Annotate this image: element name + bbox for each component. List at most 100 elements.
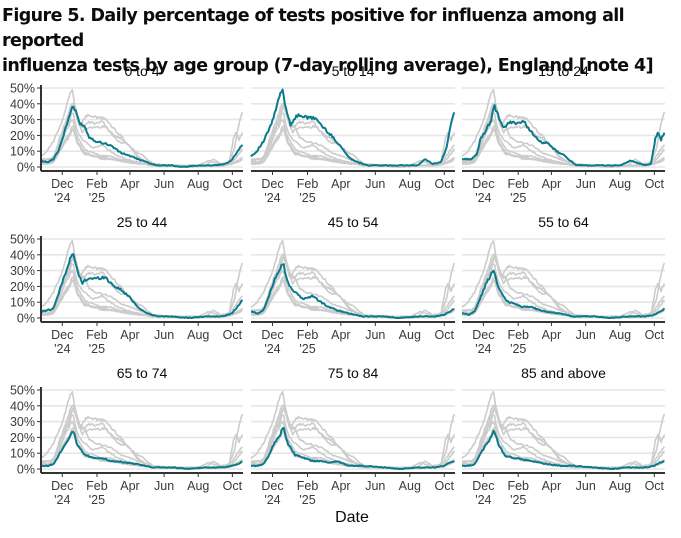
x-tick-label: Feb	[86, 328, 108, 342]
x-tick-label: Apr	[331, 177, 350, 191]
chart-title: Figure 5. Daily percentage of tests posi…	[2, 4, 678, 79]
panel-title: 85 and above	[521, 365, 606, 381]
x-tick-label: Jun	[365, 328, 385, 342]
series-line-0-to-4	[40, 105, 244, 168]
x-tick-label: Feb	[297, 479, 319, 493]
x-tick-sublabel: '24	[264, 191, 280, 205]
x-tick-label: Dec	[261, 328, 283, 342]
y-tick-label: 10%	[10, 145, 35, 159]
x-tick-sublabel: '24	[475, 342, 491, 356]
x-tick-label: Jun	[154, 328, 174, 342]
x-tick-sublabel: '25	[510, 342, 526, 356]
x-tick-sublabel: '24	[54, 191, 70, 205]
x-tick-label: Feb	[86, 177, 108, 191]
panel-5-to-14: 5 to 14 Dec'24 Feb'25 Apr Jun Aug Oct	[250, 63, 456, 205]
x-tick-label: Aug	[187, 177, 209, 191]
x-tick-label: Aug	[609, 479, 631, 493]
chart-title-line-2: influenza tests by age group (7-day roll…	[2, 56, 654, 76]
x-tick-label: Oct	[435, 328, 455, 342]
panel-65-to-74: 65 to 74 0% 10% 20% 30% 40%50% Dec'24 Feb'25 Apr…	[10, 365, 244, 507]
x-tick-label: Oct	[223, 479, 243, 493]
x-tick-label: Feb	[297, 177, 319, 191]
x-tick-sublabel: '24	[54, 493, 70, 507]
y-tick-label: 40%	[10, 97, 35, 111]
panel-title: 5 to 14	[332, 63, 375, 79]
panel-title: 0 to 4	[124, 63, 159, 79]
panel-25-to-44: 25 to 44 0% 10% 20% 30% 40%50% Dec'24 Feb'25 Apr…	[10, 214, 244, 356]
series-line-85-and-above	[462, 429, 665, 470]
panel-title: 75 to 84	[328, 365, 379, 381]
x-tick-sublabel: '25	[510, 191, 526, 205]
panel-title: 25 to 44	[117, 214, 168, 230]
x-tick-label: Feb	[86, 479, 108, 493]
x-tick-label: Apr	[120, 328, 139, 342]
x-tick-label: Feb	[507, 479, 529, 493]
y-tick-label: 20%	[10, 431, 35, 445]
x-tick-label: Jun	[576, 177, 596, 191]
x-tick-label: Oct	[645, 328, 665, 342]
panel-title: 65 to 74	[117, 365, 168, 381]
x-tick-label: Apr	[542, 479, 561, 493]
series-line-75-to-84	[250, 426, 455, 470]
y-tick-label: 50%	[10, 384, 35, 398]
x-tick-label: Jun	[576, 328, 596, 342]
series-line-15-to-24	[461, 104, 666, 167]
series-line-85-and-above-background	[462, 128, 665, 168]
x-tick-sublabel: '24	[264, 493, 280, 507]
series-line-5-to-14	[250, 88, 456, 167]
x-tick-label: Aug	[399, 328, 421, 342]
x-tick-label: Aug	[187, 479, 209, 493]
panel-75-to-84: 75 to 84 Dec'24 Feb'25 Apr Jun Aug Oct	[250, 365, 456, 507]
y-tick-label: 10%	[10, 296, 35, 310]
x-tick-label: Aug	[399, 177, 421, 191]
x-tick-label: Apr	[542, 177, 561, 191]
chart-title-line-1: Figure 5. Daily percentage of tests posi…	[2, 6, 625, 51]
y-tick-label: 0%	[17, 463, 35, 477]
series-line-25-to-44	[40, 253, 244, 319]
x-tick-sublabel: '25	[510, 493, 526, 507]
x-tick-label: Aug	[399, 479, 421, 493]
x-tick-label: Oct	[223, 328, 243, 342]
x-tick-label: Aug	[609, 177, 631, 191]
x-tick-sublabel: '25	[89, 493, 105, 507]
y-tick-label: 40%	[10, 399, 35, 413]
y-tick-label: 30%	[10, 113, 35, 127]
panel-title: 55 to 64	[538, 214, 589, 230]
panel-title: 45 to 54	[328, 214, 379, 230]
x-tick-sublabel: '25	[299, 342, 315, 356]
x-tick-label: Jun	[576, 479, 596, 493]
series-line-85-and-above-background	[251, 128, 455, 168]
x-tick-sublabel: '25	[299, 493, 315, 507]
y-tick-label: 0%	[17, 312, 35, 326]
x-tick-sublabel: '24	[475, 191, 491, 205]
panel-45-to-54: 45 to 54 Dec'24 Feb'25 Apr Jun Aug Oct	[250, 214, 456, 356]
x-tick-label: Oct	[645, 479, 665, 493]
y-tick-label: 40%	[10, 248, 35, 262]
y-tick-label: 50%	[10, 82, 35, 96]
x-tick-label: Feb	[507, 177, 529, 191]
x-tick-sublabel: '24	[54, 342, 70, 356]
x-tick-label: Jun	[365, 177, 385, 191]
x-tick-label: Apr	[120, 177, 139, 191]
x-tick-label: Dec	[51, 177, 73, 191]
y-tick-label: 20%	[10, 129, 35, 143]
x-tick-label: Oct	[435, 479, 455, 493]
x-tick-label: Oct	[223, 177, 243, 191]
panel-55-to-64: 55 to 64 Dec'24 Feb'25 Apr Jun Aug Oct	[461, 214, 666, 356]
x-tick-label: Apr	[331, 328, 350, 342]
x-tick-label: Oct	[435, 177, 455, 191]
series-line-55-to-64	[461, 269, 666, 319]
y-tick-label: 0%	[17, 161, 35, 175]
y-tick-label: 10%	[10, 447, 35, 461]
y-tick-label: 20%	[10, 280, 35, 294]
y-tick-label: 50%	[10, 233, 35, 247]
x-tick-label: Dec	[472, 177, 494, 191]
panel-85-and-above: 85 and above Dec'24 Feb'25 Apr Jun Aug Oct	[461, 365, 666, 507]
x-tick-sublabel: '25	[89, 191, 105, 205]
x-tick-label: Aug	[609, 328, 631, 342]
x-tick-label: Dec	[472, 479, 494, 493]
x-tick-label: Feb	[297, 328, 319, 342]
x-tick-label: Apr	[542, 328, 561, 342]
x-tick-sublabel: '24	[264, 342, 280, 356]
